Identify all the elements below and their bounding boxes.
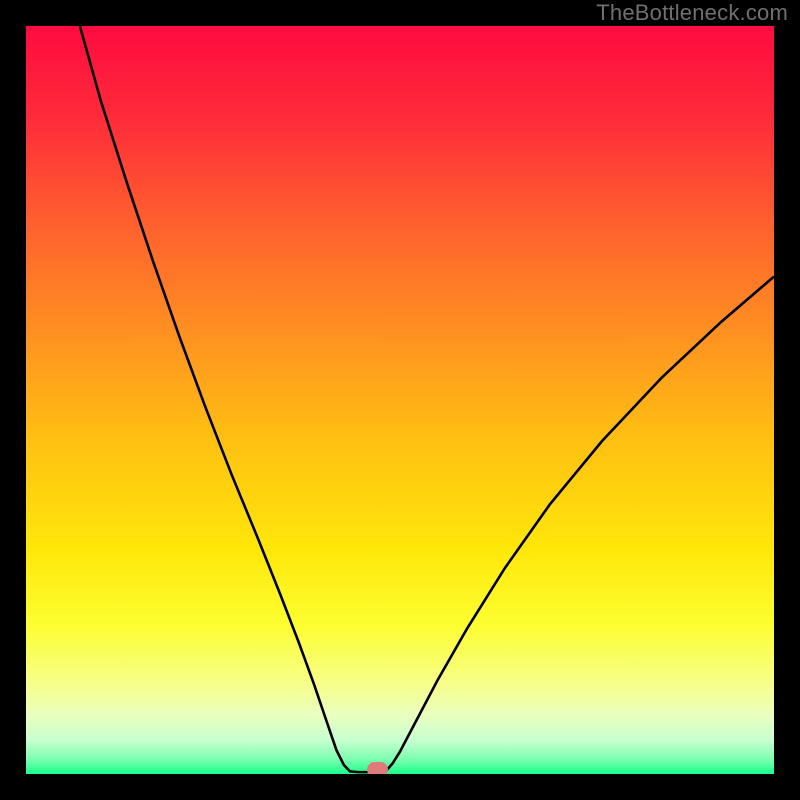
plot-frame — [26, 26, 774, 774]
optimum-marker — [367, 762, 388, 774]
canvas: TheBottleneck.com — [0, 0, 800, 800]
plot-area — [26, 26, 774, 774]
watermark-text: TheBottleneck.com — [596, 0, 788, 26]
bottleneck-curve — [26, 26, 774, 774]
curve-path — [80, 26, 774, 772]
